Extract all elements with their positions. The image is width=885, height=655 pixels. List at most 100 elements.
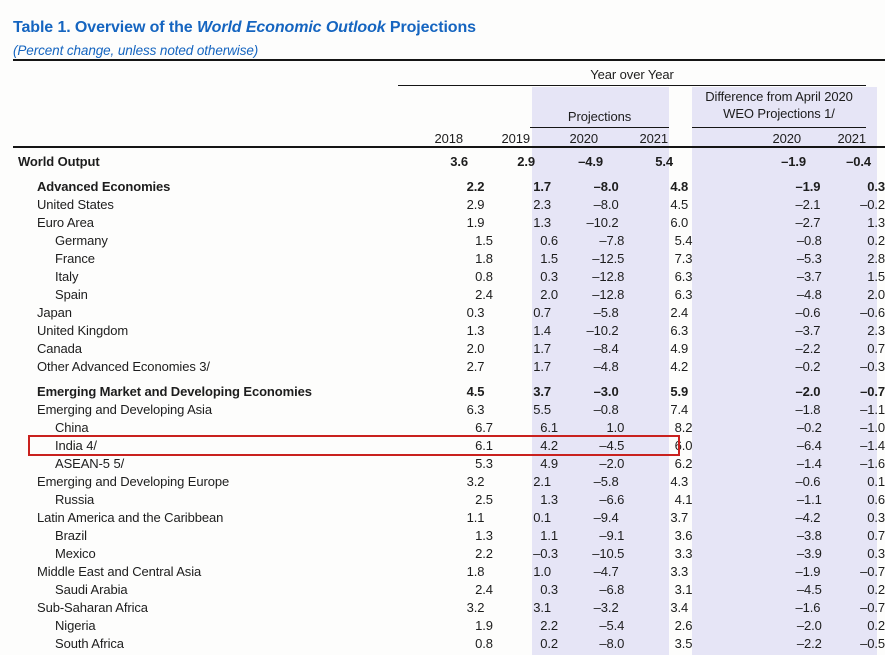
column-gap xyxy=(692,250,717,268)
cell-value: 1.8 xyxy=(475,251,493,266)
row-label: Brazil xyxy=(55,528,87,543)
cell-value: 4.2 xyxy=(540,438,559,453)
cell-value: 1.3 xyxy=(867,215,885,230)
row-label: Germany xyxy=(55,233,108,248)
column-gap xyxy=(692,491,717,509)
row-label: United States xyxy=(37,197,114,212)
cell-value: 0.7 xyxy=(867,341,885,356)
table-row: Mexico 2.2 –0.3 –10.5 3.3 –3.9 0.3 xyxy=(13,545,885,563)
row-label: Mexico xyxy=(55,546,96,561)
cell-value: –6.4 xyxy=(796,438,822,453)
cell-value: 3.3 xyxy=(670,564,689,579)
difference-header-line1: Difference from April 2020 xyxy=(705,89,853,104)
cell-value: –6.6 xyxy=(599,492,625,507)
cell-value: –0.7 xyxy=(860,384,885,399)
cell-value: 3.2 xyxy=(466,474,485,489)
cell-value: 1.8 xyxy=(466,564,485,579)
difference-header: Difference from April 2020 WEO Projectio… xyxy=(692,88,866,122)
table-row: Middle East and Central Asia 1.8 1.0 –4.7 3.… xyxy=(13,563,885,581)
cell-value: –1.9 xyxy=(795,179,821,194)
cell-value: 6.3 xyxy=(466,402,485,417)
cell-value: –10.5 xyxy=(592,546,625,561)
cell-value: –0.5 xyxy=(860,636,885,651)
cell-value: –1.1 xyxy=(796,492,822,507)
cell-value: 0.3 xyxy=(540,269,559,284)
cell-value: –1.8 xyxy=(795,402,821,417)
row-label: Sub-Saharan Africa xyxy=(37,600,148,615)
cell-value: –2.2 xyxy=(796,636,822,651)
cell-value: 1.0 xyxy=(533,564,551,579)
year-column-headers: 2018 2019 2020 2021 2020 2021 xyxy=(13,130,866,147)
row-label: India 4/ xyxy=(55,438,97,453)
cell-value: 0.1 xyxy=(867,474,885,489)
row-label: Spain xyxy=(55,287,88,302)
cell-value: –4.9 xyxy=(578,154,603,169)
column-gap xyxy=(692,286,717,304)
cell-value: –3.9 xyxy=(796,546,822,561)
column-gap xyxy=(692,527,717,545)
row-label: Emerging and Developing Asia xyxy=(37,402,212,417)
column-gap xyxy=(688,401,714,419)
row-label: Middle East and Central Asia xyxy=(37,564,202,579)
cell-value: 3.3 xyxy=(674,546,693,561)
column-gap xyxy=(688,322,714,340)
cell-value: –9.4 xyxy=(593,510,619,525)
table-subtitle: (Percent change, unless noted otherwise) xyxy=(13,43,259,58)
column-gap xyxy=(688,599,714,617)
cell-value: 1.3 xyxy=(466,323,485,338)
cell-value: –5.3 xyxy=(796,251,822,266)
cell-value: –5.4 xyxy=(599,618,625,633)
cell-value: 1.9 xyxy=(466,215,485,230)
cell-value: 6.3 xyxy=(674,269,693,284)
difference-underline xyxy=(692,127,866,128)
row-label: Emerging and Developing Europe xyxy=(37,474,230,489)
table-row: World Output 3.6 2.9 –4.9 5.4 –1.9 –0.4 xyxy=(13,153,885,171)
projections-header: Projections xyxy=(567,109,632,124)
col-header-2020-diff: 2020 xyxy=(772,131,801,146)
table-row: Latin America and the Caribbean 1.1 0.1 –9.… xyxy=(13,509,885,527)
table-row: South Africa 0.8 0.2 –8.0 3.5 –2.2 –0.5 xyxy=(13,635,885,653)
cell-value: –3.8 xyxy=(796,528,822,543)
cell-value: –4.5 xyxy=(599,438,625,453)
column-gap xyxy=(688,509,714,527)
cell-value: –3.7 xyxy=(795,323,821,338)
cell-value: 2.0 xyxy=(466,341,485,356)
cell-value: 4.5 xyxy=(670,197,689,212)
cell-value: 1.7 xyxy=(533,179,551,194)
table-row: Saudi Arabia 2.4 0.3 –6.8 3.1 –4.5 0.2 xyxy=(13,581,885,599)
cell-value: 1.0 xyxy=(606,420,625,435)
projections-underline xyxy=(530,127,669,128)
cell-value: 1.5 xyxy=(540,251,559,266)
cell-value: 2.4 xyxy=(475,287,493,302)
cell-value: –3.0 xyxy=(593,384,619,399)
cell-value: 4.9 xyxy=(670,341,689,356)
cell-value: 4.1 xyxy=(674,492,693,507)
row-label: ASEAN-5 5/ xyxy=(55,456,125,471)
table-row: China 6.7 6.1 1.0 8.2 –0.2 –1.0 xyxy=(13,419,885,437)
row-label: Japan xyxy=(37,305,72,320)
cell-value: 2.0 xyxy=(867,287,885,302)
cell-value: 5.3 xyxy=(475,456,493,471)
cell-value: –2.0 xyxy=(796,618,822,633)
cell-value: –0.2 xyxy=(860,197,885,212)
cell-value: –7.8 xyxy=(599,233,625,248)
cell-value: –1.9 xyxy=(795,564,821,579)
column-gap xyxy=(688,563,714,581)
cell-value: –4.5 xyxy=(796,582,822,597)
column-gap xyxy=(668,130,694,147)
cell-value: 6.1 xyxy=(540,420,559,435)
cell-value: –9.1 xyxy=(599,528,625,543)
cell-value: 0.2 xyxy=(867,233,885,248)
cell-value: –8.4 xyxy=(593,341,619,356)
row-label: Advanced Economies xyxy=(37,179,171,194)
col-header-2021-diff: 2021 xyxy=(837,131,866,146)
cell-value: –1.4 xyxy=(860,438,885,453)
cell-value: 2.1 xyxy=(533,474,551,489)
cell-value: –0.6 xyxy=(860,305,885,320)
column-gap xyxy=(688,304,714,322)
cell-value: 0.6 xyxy=(540,233,559,248)
cell-value: 6.0 xyxy=(674,438,693,453)
table-row: Emerging and Developing Europe 3.2 2.1 –5.8… xyxy=(13,473,885,491)
cell-value: –0.6 xyxy=(795,305,821,320)
